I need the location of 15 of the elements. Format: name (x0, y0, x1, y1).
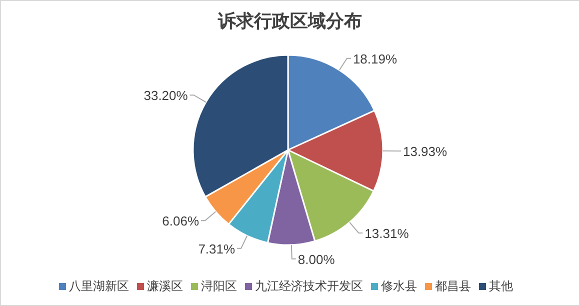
legend-label: 八里湖新区 (69, 279, 129, 293)
data-label: 18.19% (352, 51, 398, 66)
data-label: 8.00% (298, 252, 336, 267)
legend-label: 浔阳区 (201, 279, 237, 293)
data-label: 13.31% (364, 226, 410, 241)
legend-label: 都昌县 (435, 279, 471, 293)
data-label: 33.20% (144, 88, 188, 104)
data-label: 7.31% (198, 241, 236, 256)
legend-label: 九江经济技术开发区 (255, 279, 363, 293)
data-label: 6.06% (162, 214, 200, 229)
legend-label: 修水县 (381, 279, 417, 293)
data-label: 13.93% (402, 144, 448, 160)
legend-label: 其他 (489, 279, 513, 293)
legend-label: 濂溪区 (147, 279, 183, 293)
chart-title: 诉求行政区域分布 (217, 11, 362, 31)
